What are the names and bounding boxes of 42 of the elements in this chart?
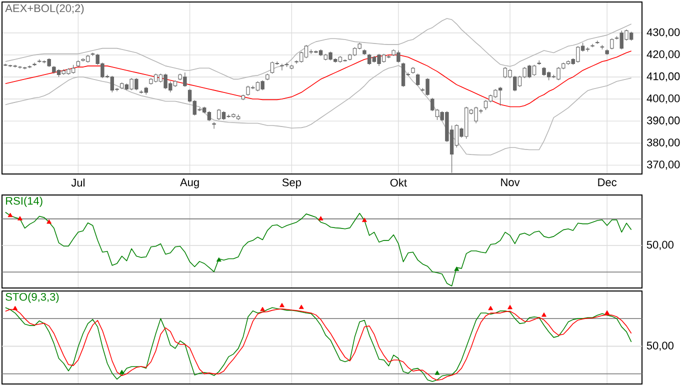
chart-title: RSI(14) [6, 196, 42, 207]
candlestick [280, 63, 284, 71]
candlestick [32, 62, 36, 66]
y-tick-label: 370,00 [646, 160, 680, 170]
point [298, 304, 304, 310]
x-tick-label: Sep [282, 178, 301, 188]
y-tick-label: 390,00 [646, 116, 680, 126]
point [488, 306, 494, 310]
y-tick-label: 400,00 [646, 94, 680, 104]
point [8, 212, 13, 218]
point [216, 257, 222, 262]
y-tick-label: 410,00 [646, 72, 680, 82]
candlestick [590, 44, 594, 48]
candlestick [416, 73, 420, 86]
y-tick-label: 380,00 [646, 138, 680, 148]
chart-title: AEX+BOL(20;2) [5, 4, 84, 14]
x-tick-label: Nov [501, 178, 520, 186]
chart-title: STO(9,3,3) [6, 292, 59, 303]
text: 50,00 [646, 240, 674, 250]
x-tick-label: Dec [598, 178, 617, 186]
x-tick-label: Jul [71, 178, 84, 187]
point [119, 370, 124, 374]
point [260, 306, 266, 312]
point [454, 266, 460, 271]
point [604, 310, 610, 315]
point [318, 216, 324, 220]
x-tick-label: Okt [390, 178, 407, 187]
y-tick-label: 420,00 [646, 50, 680, 60]
point [12, 306, 18, 310]
y-tick-label: 430,00 [646, 28, 680, 38]
candlestick [18, 66, 22, 69]
point [280, 302, 284, 308]
point [46, 219, 52, 224]
x-tick-label: Aug [180, 178, 199, 188]
point [434, 370, 440, 375]
point [362, 218, 367, 222]
point [542, 312, 546, 317]
point [508, 304, 512, 310]
text: 50,00 [646, 342, 674, 351]
candlestick [212, 122, 216, 130]
candlestick [610, 38, 614, 50]
point [18, 216, 22, 220]
